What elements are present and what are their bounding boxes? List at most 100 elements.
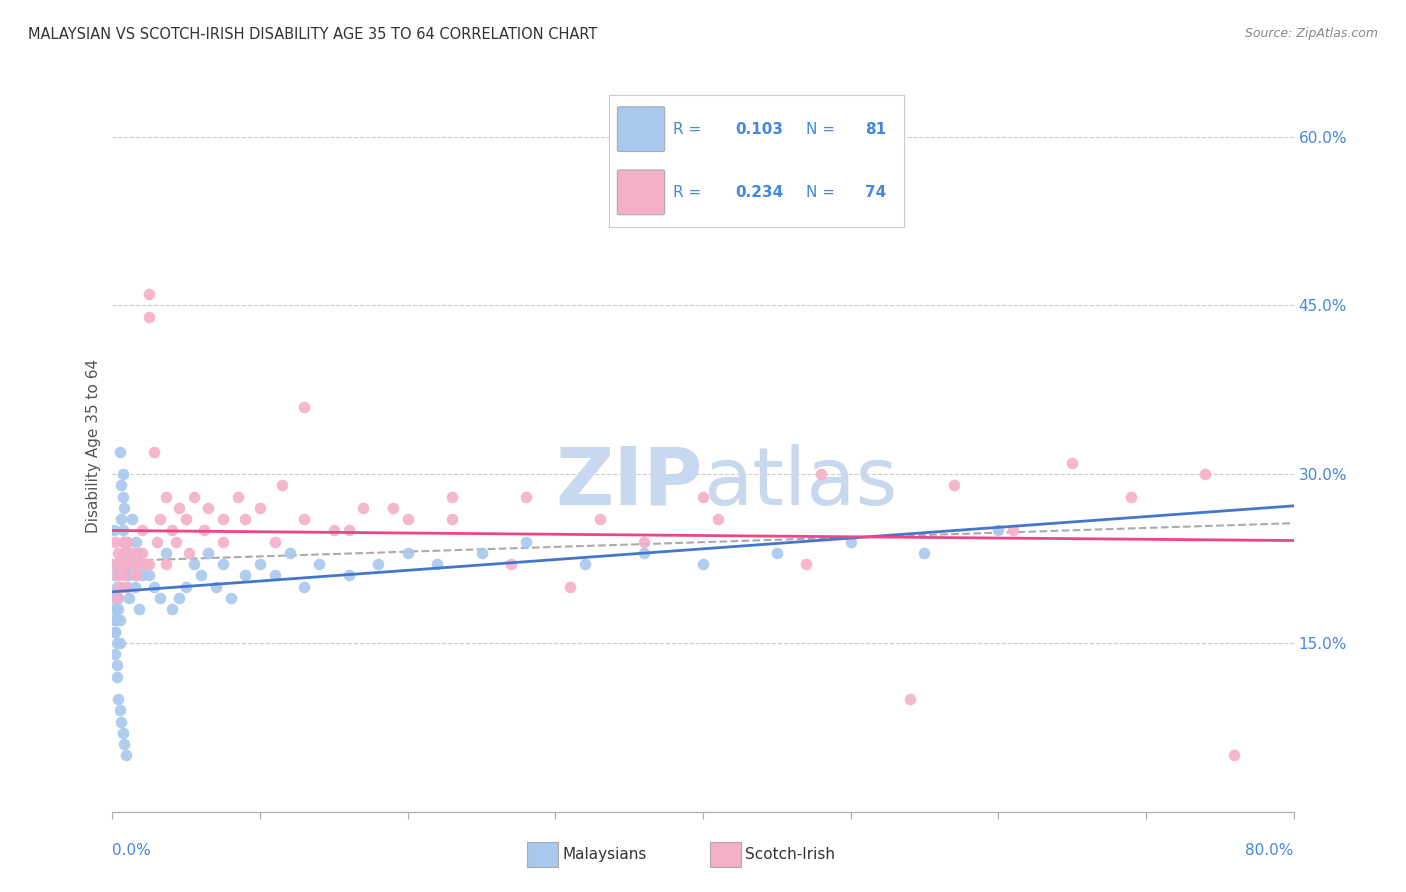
Point — [105, 614, 128, 628]
Point — [898, 692, 921, 706]
Point — [264, 534, 287, 549]
Point — [558, 580, 582, 594]
Point — [271, 478, 294, 492]
Point — [193, 524, 215, 538]
Point — [212, 557, 235, 571]
Text: Scotch-Irish: Scotch-Irish — [745, 847, 835, 862]
Point — [205, 580, 228, 594]
Point — [292, 580, 315, 594]
Point — [212, 534, 235, 549]
Point — [103, 614, 125, 628]
Point — [839, 534, 862, 549]
Point — [167, 591, 190, 605]
Point — [588, 512, 610, 526]
Point — [197, 546, 219, 560]
Point — [124, 580, 146, 594]
Point — [114, 568, 136, 582]
Point — [125, 568, 148, 582]
Point — [103, 591, 125, 605]
Point — [112, 534, 135, 549]
Text: 80.0%: 80.0% — [1246, 843, 1294, 858]
Point — [292, 512, 315, 526]
Point — [942, 478, 965, 492]
Point — [117, 580, 138, 594]
Point — [149, 512, 172, 526]
Point — [103, 557, 125, 571]
Point — [292, 400, 315, 414]
Point — [110, 478, 132, 492]
Point — [107, 591, 129, 605]
Point — [107, 568, 129, 582]
Point — [1119, 490, 1142, 504]
Point — [249, 557, 271, 571]
Point — [167, 500, 190, 515]
Point — [233, 512, 256, 526]
Point — [110, 557, 132, 571]
Point — [125, 568, 148, 582]
Point — [160, 602, 183, 616]
Point — [396, 512, 419, 526]
Point — [118, 568, 141, 582]
Point — [111, 524, 134, 538]
Point — [515, 490, 537, 504]
Point — [107, 692, 129, 706]
Point — [105, 636, 128, 650]
Point — [796, 557, 818, 571]
Point — [633, 534, 655, 549]
Point — [337, 568, 360, 582]
Point — [110, 714, 132, 729]
Point — [138, 287, 160, 301]
Point — [146, 534, 169, 549]
Point — [117, 534, 138, 549]
Point — [810, 467, 832, 482]
Point — [278, 546, 301, 560]
Point — [692, 557, 714, 571]
Point — [441, 512, 464, 526]
Point — [104, 602, 127, 616]
Point — [112, 568, 135, 582]
Point — [104, 624, 127, 639]
Point — [142, 580, 165, 594]
Point — [110, 512, 132, 526]
Point — [987, 524, 1010, 538]
Point — [105, 670, 128, 684]
Point — [103, 524, 125, 538]
Point — [233, 568, 256, 582]
Point — [183, 557, 205, 571]
Text: Malaysians: Malaysians — [562, 847, 647, 862]
Point — [128, 557, 150, 571]
Point — [120, 557, 142, 571]
Point — [190, 568, 212, 582]
Point — [104, 647, 127, 661]
Point — [134, 557, 156, 571]
Point — [104, 568, 127, 582]
Point — [131, 546, 153, 560]
Point — [107, 602, 129, 616]
Point — [212, 512, 235, 526]
Point — [766, 546, 789, 560]
Point — [138, 557, 160, 571]
Point — [264, 568, 287, 582]
Point — [706, 512, 728, 526]
Point — [138, 310, 160, 324]
Point — [111, 490, 134, 504]
Point — [692, 490, 714, 504]
Point — [426, 557, 449, 571]
Point — [114, 580, 136, 594]
Point — [121, 512, 143, 526]
Point — [470, 546, 494, 560]
Point — [174, 512, 197, 526]
Point — [120, 546, 142, 560]
Point — [128, 546, 150, 560]
Point — [114, 557, 136, 571]
Point — [125, 534, 148, 549]
Point — [104, 624, 127, 639]
Point — [633, 546, 655, 560]
Point — [155, 490, 177, 504]
Point — [104, 534, 127, 549]
Point — [1223, 748, 1246, 763]
Point — [382, 500, 405, 515]
Point — [1062, 456, 1084, 470]
Point — [120, 546, 142, 560]
Point — [122, 557, 145, 571]
